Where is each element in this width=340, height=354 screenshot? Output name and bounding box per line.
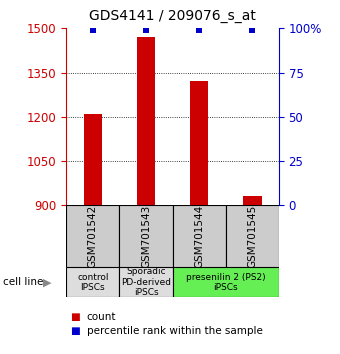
Point	[90, 27, 96, 33]
Text: GDS4141 / 209076_s_at: GDS4141 / 209076_s_at	[89, 9, 256, 23]
Text: control
IPSCs: control IPSCs	[77, 273, 108, 292]
Bar	[173, 205, 226, 267]
Point	[197, 27, 202, 33]
Text: GSM701545: GSM701545	[247, 205, 257, 268]
Bar	[119, 267, 173, 297]
Text: percentile rank within the sample: percentile rank within the sample	[87, 326, 262, 336]
Text: ■: ■	[70, 312, 80, 322]
Text: count: count	[87, 312, 116, 322]
Bar	[66, 205, 119, 267]
Bar	[84, 114, 102, 205]
Text: Sporadic
PD-derived
iPSCs: Sporadic PD-derived iPSCs	[121, 267, 171, 297]
Text: GSM701544: GSM701544	[194, 205, 204, 268]
Text: ▶: ▶	[44, 277, 52, 287]
Bar	[137, 37, 155, 205]
Text: GSM701542: GSM701542	[88, 205, 98, 268]
Point	[250, 27, 255, 33]
Text: presenilin 2 (PS2)
iPSCs: presenilin 2 (PS2) iPSCs	[186, 273, 266, 292]
Bar	[243, 196, 261, 205]
Point	[143, 27, 149, 33]
Text: GSM701543: GSM701543	[141, 205, 151, 268]
Text: cell line: cell line	[3, 277, 44, 287]
Bar	[173, 267, 279, 297]
Bar	[119, 205, 173, 267]
Bar	[66, 267, 119, 297]
Text: ■: ■	[70, 326, 80, 336]
Bar	[190, 81, 208, 205]
Bar	[226, 205, 279, 267]
